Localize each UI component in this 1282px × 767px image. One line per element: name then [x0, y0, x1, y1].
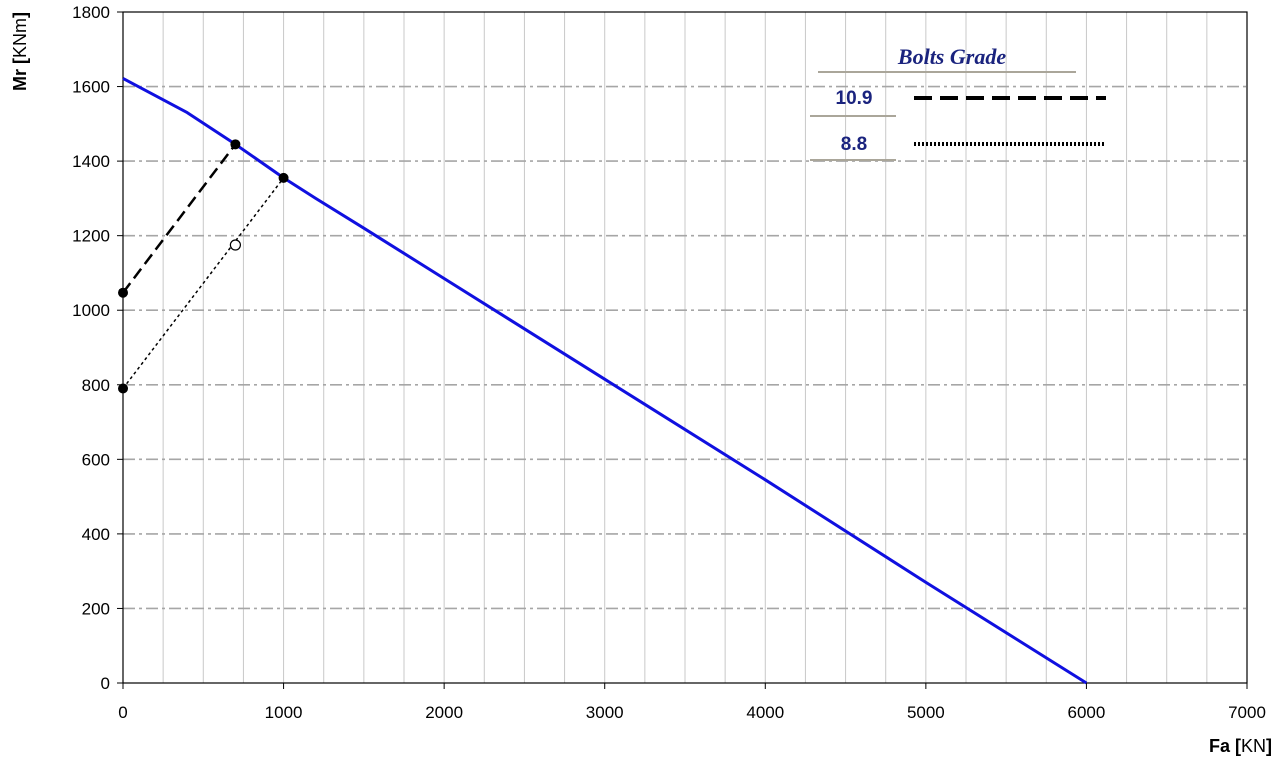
legend-title: Bolts Grade: [897, 44, 1006, 69]
y-tick-label: 600: [82, 450, 110, 469]
x-axis-title-unit: KN: [1241, 736, 1266, 756]
x-tick-label: 1000: [265, 703, 303, 722]
y-tick-label: 1600: [72, 78, 110, 97]
x-tick-label: 2000: [425, 703, 463, 722]
data-point: [230, 139, 241, 150]
y-tick-label: 400: [82, 525, 110, 544]
tick-labels: 0 1000 2000 3000 4000 5000 6000 7000 0 200 400 600 8…: [72, 3, 1266, 722]
data-point: [118, 383, 128, 394]
x-tick-label: 5000: [907, 703, 945, 722]
x-tick-label: 3000: [586, 703, 624, 722]
y-axis-title-bracket-close: ]: [10, 12, 30, 18]
y-tick-label: 1000: [72, 301, 110, 320]
x-tick-label: 6000: [1068, 703, 1106, 722]
data-point-open: [229, 239, 241, 251]
plot-frame: [122, 11, 1248, 684]
x-tick-label: 4000: [746, 703, 784, 722]
legend: Bolts Grade 10.9 8.8: [810, 44, 1106, 161]
series-layer: [118, 77, 1088, 685]
grid: [123, 12, 1247, 683]
y-tick-label: 800: [82, 376, 110, 395]
y-tick-label: 1400: [72, 152, 110, 171]
x-tick-label: 0: [118, 703, 127, 722]
x-tick-label: 7000: [1228, 703, 1266, 722]
x-axis-title: Fa [KN]: [1209, 736, 1272, 756]
series-line-dotted: [122, 177, 285, 389]
y-tick-label: 0: [101, 674, 110, 693]
data-point: [118, 287, 128, 298]
series-line-solid: [122, 77, 1088, 685]
legend-label-10-9: 10.9: [836, 88, 873, 109]
y-axis-title-unit: KNm: [10, 18, 30, 58]
x-axis-title-bracket-open: [: [1230, 736, 1241, 756]
x-axis-title-bold: Fa: [1209, 736, 1231, 756]
data-point: [278, 172, 289, 183]
y-tick-label: 200: [82, 599, 110, 618]
y-tick-label: 1200: [72, 227, 110, 246]
series-line-dashed: [122, 143, 237, 294]
y-tick-label: 1800: [72, 3, 110, 22]
legend-label-8-8: 8.8: [841, 134, 867, 155]
y-axis-title-bold: Mr: [10, 69, 30, 91]
x-axis-title-bracket-close: ]: [1266, 736, 1272, 756]
y-axis-title: Mr [KNm]: [10, 12, 30, 91]
y-axis-title-bracket-open: [: [10, 58, 30, 69]
